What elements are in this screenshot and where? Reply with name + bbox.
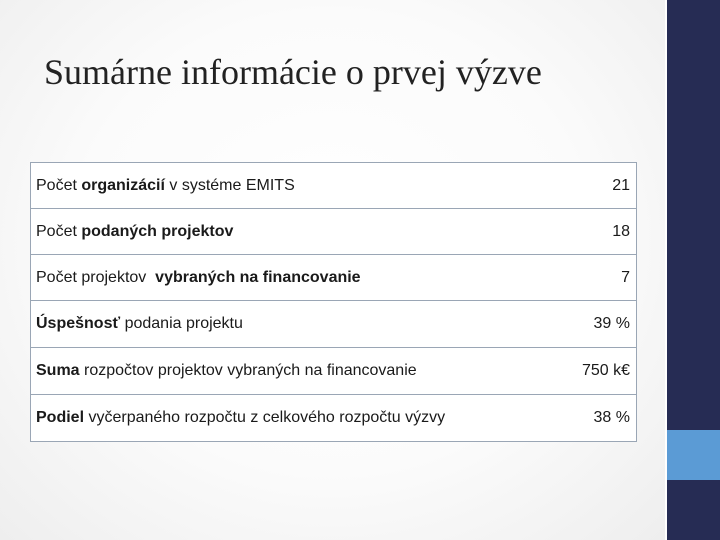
label-emphasis: vybraných na financovanie (155, 268, 361, 286)
row-value: 38 % (593, 409, 630, 426)
label-emphasis: Podiel (36, 409, 85, 426)
label-text: Počet (36, 176, 82, 194)
label-text: podania projektu (120, 315, 243, 332)
row-value: 750 k€ (581, 362, 630, 379)
row-label: Podiel vyčerpaného rozpočtu z celkového … (31, 409, 594, 427)
table-row: Podiel vyčerpaného rozpočtu z celkového … (31, 395, 636, 441)
slide-title: Sumárne informácie o prvej výzve (44, 52, 542, 92)
summary-table: Počet organizácií v systéme EMITS 21 Poč… (30, 162, 637, 442)
sidebar-divider (665, 0, 667, 540)
label-emphasis: Úspešnosť (36, 315, 121, 332)
row-value: 7 (621, 268, 630, 286)
row-value: 39 % (593, 315, 630, 332)
label-emphasis: organizácií (81, 176, 165, 194)
label-emphasis: podaných projektov (81, 222, 234, 240)
table-row: Počet organizácií v systéme EMITS 21 (31, 163, 636, 209)
label-text: vyčerpaného rozpočtu z celkového rozpočt… (84, 409, 446, 426)
row-label: Suma rozpočtov projektov vybraných na fi… (31, 362, 582, 380)
label-text: rozpočtov projektov vybraných na financo… (79, 362, 417, 379)
label-text: Počet projektov (36, 268, 156, 286)
label-text: Počet (36, 222, 82, 240)
row-value: 21 (612, 176, 630, 194)
table-row: Úspešnosť podania projektu 39 % (31, 301, 636, 348)
label-text: v systéme EMITS (164, 176, 295, 194)
row-label: Počet projektov vybraných na financovani… (31, 269, 621, 287)
sidebar-accent-block (667, 430, 720, 480)
table-row: Počet projektov vybraných na financovani… (31, 255, 636, 301)
table-row: Suma rozpočtov projektov vybraných na fi… (31, 348, 636, 395)
table-row: Počet podaných projektov 18 (31, 209, 636, 255)
row-label: Počet organizácií v systéme EMITS (31, 177, 612, 195)
label-emphasis: Suma (36, 362, 80, 379)
row-value: 18 (612, 222, 630, 240)
row-label: Úspešnosť podania projektu (31, 315, 594, 333)
row-label: Počet podaných projektov (31, 223, 612, 241)
